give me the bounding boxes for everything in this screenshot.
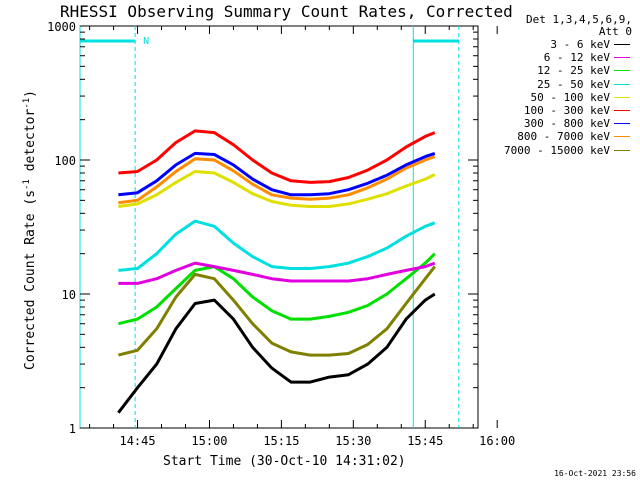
legend-item: 300 - 800 keV (482, 117, 638, 130)
legend-item-label: 800 - 7000 keV (517, 130, 610, 144)
series-line (118, 129, 436, 184)
legend-item-swatch (614, 96, 630, 98)
plot-frame (79, 25, 479, 429)
series-line (118, 261, 436, 285)
legend: Det 1,3,4,5,6,9, Att 0 3 - 6 keV 6 - 12 k… (482, 14, 638, 157)
series-line (118, 265, 436, 357)
annotation-n: N (143, 36, 149, 47)
legend-item-swatch (614, 44, 630, 46)
series-line (118, 155, 436, 205)
y-axis-label-sup2: -1 (21, 97, 32, 109)
legend-item: 800 - 7000 keV (482, 130, 638, 143)
legend-item-swatch (614, 57, 630, 59)
legend-item-label: 300 - 800 keV (523, 117, 610, 131)
legend-item: 6 - 12 keV (482, 51, 638, 64)
legend-item: 25 - 50 keV (482, 78, 638, 91)
legend-item-label: 12 - 25 keV (537, 64, 610, 78)
y-axis-label-sup1: -1 (21, 179, 32, 190)
x-tick-label: 15:00 (191, 434, 227, 448)
series-line (118, 170, 436, 208)
series-line (118, 151, 436, 197)
legend-item-swatch (614, 149, 630, 151)
timestamp: 16-Oct-2021 23:56 (554, 469, 636, 478)
chart-title: RHESSI Observing Summary Count Rates, Co… (60, 2, 513, 21)
y-tick-label: 100 (54, 154, 76, 168)
x-tick-label: 16:00 (479, 434, 515, 448)
legend-header-line1: Det 1,3,4,5,6,9, (526, 13, 632, 26)
y-axis-label-mid: detector (23, 108, 39, 180)
x-tick-label: 15:45 (407, 434, 443, 448)
legend-item-swatch (614, 110, 630, 112)
legend-item: 7000 - 15000 keV (482, 144, 638, 157)
y-axis-label-end: ) (23, 90, 39, 98)
legend-item: 50 - 100 keV (482, 91, 638, 104)
x-axis-label: Start Time (30-Oct-10 14:31:02) (163, 454, 406, 469)
legend-item-label: 7000 - 15000 keV (504, 143, 610, 157)
legend-item-swatch (614, 83, 630, 85)
legend-item: 12 - 25 keV (482, 64, 638, 77)
y-axis-label-main: Corrected Count Rate (s (23, 189, 39, 370)
legend-item: 3 - 6 keV (482, 38, 638, 51)
x-tick-label: 15:15 (263, 434, 299, 448)
legend-item-label: 25 - 50 keV (537, 77, 610, 91)
legend-item-label: 50 - 100 keV (530, 90, 610, 104)
y-tick-label: 1000 (47, 20, 76, 34)
legend-header-line2: Att 0 (598, 25, 632, 38)
legend-item-swatch (614, 136, 630, 138)
legend-item-swatch (614, 123, 630, 125)
series-line (118, 252, 436, 326)
y-tick-label: 10 (62, 288, 76, 302)
y-tick-label: 1 (69, 422, 76, 436)
y-axis-label: Corrected Count Rate (s-1 detector-1) (22, 90, 38, 370)
series-line (117, 292, 436, 414)
legend-entries: 3 - 6 keV 6 - 12 keV 12 - 25 keV 25 - 50 ke… (482, 38, 638, 157)
legend-item-label: 6 - 12 keV (543, 51, 610, 65)
legend-item-swatch (614, 70, 630, 72)
legend-item-label: 3 - 6 keV (550, 38, 610, 52)
legend-item-label: 100 - 300 keV (523, 104, 610, 118)
series-line (118, 219, 436, 272)
legend-item: 100 - 300 keV (482, 104, 638, 117)
x-tick-label: 14:45 (119, 434, 155, 448)
x-tick-label: 15:30 (335, 434, 371, 448)
